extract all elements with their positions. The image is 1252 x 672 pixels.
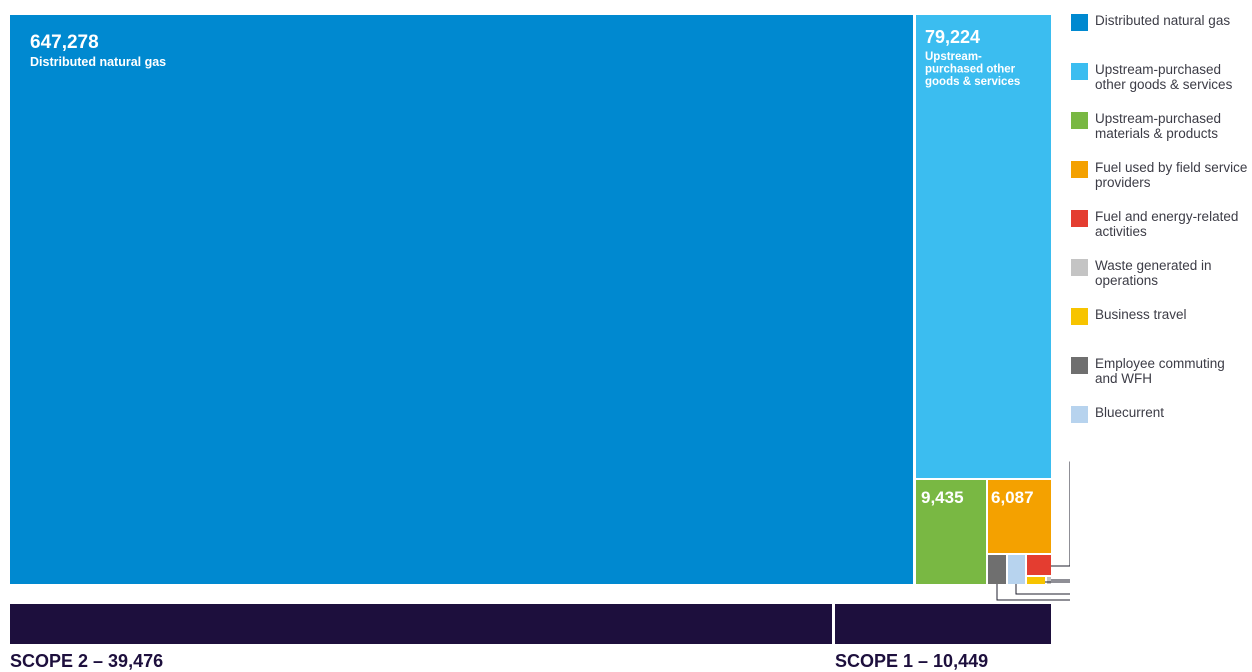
name-label-upstream-other-goods: goods & services [925, 76, 1020, 88]
name-label-upstream-other-goods: purchased other [925, 64, 1016, 76]
name-label-upstream-other-goods: Upstream- [925, 51, 982, 63]
scope-1-label: SCOPE 1 – 10,449 [835, 651, 989, 671]
value-label-upstream-other-goods: 79,224 [925, 27, 980, 47]
legend-swatch [1071, 14, 1088, 31]
callout-bluecurrent-line [1015, 584, 1070, 595]
legend-item-distributed-natural-gas: Distributed natural gas [1071, 13, 1251, 62]
block-waste [1047, 577, 1051, 584]
legend-item-fuel-energy: Fuel and energy-related activities [1071, 209, 1251, 258]
value-label-distributed-natural-gas: 647,278 [30, 32, 99, 53]
legend-item-employee-commuting: Employee commuting and WFH [1071, 356, 1251, 405]
legend-swatch [1071, 406, 1088, 423]
block-employee-commuting [988, 555, 1006, 584]
legend-item-bluecurrent: Bluecurrent [1071, 405, 1251, 454]
scope-2-label: SCOPE 2 – 39,476 [10, 651, 164, 671]
callout-business-travel-line [1045, 581, 1070, 583]
legend-label: Bluecurrent [1095, 405, 1165, 420]
legend-item-fuel-field-service: Fuel used by field service providers [1071, 160, 1251, 209]
legend-swatch [1071, 210, 1088, 227]
block-upstream-materials [916, 480, 986, 584]
legend-swatch [1071, 308, 1088, 325]
block-business-travel [1027, 577, 1045, 584]
name-label-distributed-natural-gas: Distributed natural gas [30, 55, 166, 69]
callout-waste-line [1051, 579, 1070, 581]
callout-fuel-energy-line [1051, 461, 1070, 567]
block-bluecurrent [1008, 555, 1025, 584]
block-distributed-natural-gas [10, 15, 913, 584]
legend-swatch [1071, 357, 1088, 374]
legend-swatch [1071, 161, 1088, 178]
legend-label: Waste generated in operations [1095, 258, 1212, 288]
legend-label: Upstream-purchased other goods & service… [1095, 62, 1233, 92]
legend-label: Upstream-purchased materials & products [1095, 111, 1222, 141]
legend-label: Employee commuting and WFH [1095, 356, 1225, 386]
legend: Distributed natural gas Upstream-purchas… [1071, 13, 1251, 454]
callout-employee-commuting-line [996, 584, 1070, 601]
treemap-chart: 647,278 Distributed natural gas 79,224 Upst… [10, 15, 1070, 601]
block-fuel-energy [1027, 555, 1051, 575]
scope-1-bar [835, 604, 1051, 644]
block-upstream-other-goods [916, 15, 1051, 478]
scope-2-bar [10, 604, 832, 644]
legend-label: Business travel [1095, 307, 1187, 322]
legend-label: Fuel used by field service providers [1095, 160, 1248, 190]
legend-item-upstream-other-goods: Upstream-purchased other goods & service… [1071, 62, 1251, 111]
legend-swatch [1071, 259, 1088, 276]
legend-swatch [1071, 63, 1088, 80]
legend-label: Fuel and energy-related activities [1095, 209, 1239, 239]
legend-item-waste: Waste generated in operations [1071, 258, 1251, 307]
legend-swatch [1071, 112, 1088, 129]
value-label-fuel-field-service: 6,087 [991, 488, 1034, 507]
block-fuel-field-service [988, 480, 1051, 553]
legend-item-upstream-materials: Upstream-purchased materials & products [1071, 111, 1251, 160]
legend-label: Distributed natural gas [1095, 13, 1231, 28]
legend-item-business-travel: Business travel [1071, 307, 1251, 356]
value-label-upstream-materials: 9,435 [921, 488, 964, 507]
